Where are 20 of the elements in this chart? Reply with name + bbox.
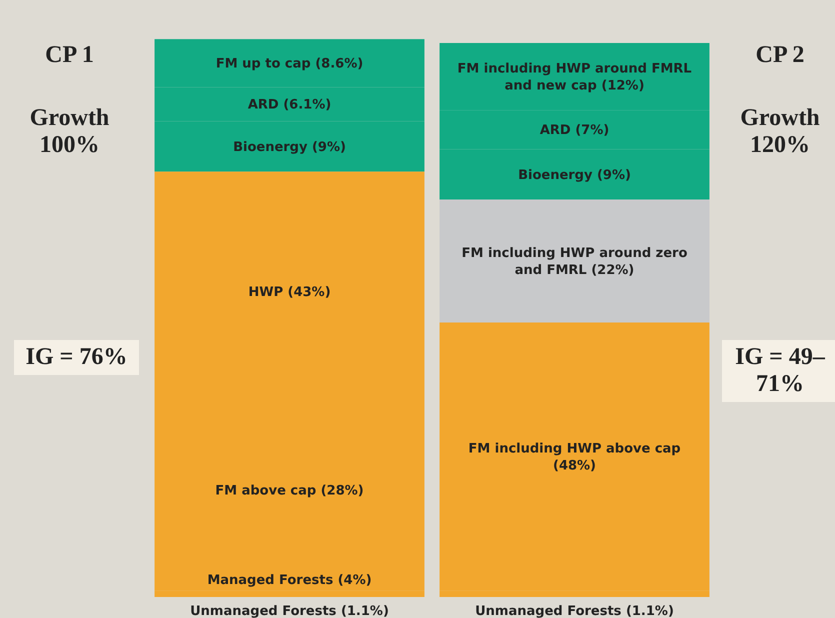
- text: CP 1: [44, 42, 95, 69]
- text: CP 2: [754, 42, 806, 69]
- text: Growth 120%: [739, 105, 821, 159]
- data-label: FM including HWP around zero and FMRL (22%): [462, 246, 688, 278]
- data-label: ARD (7%): [540, 123, 610, 138]
- text: Growth 100%: [28, 105, 110, 159]
- text: IG = 49–71%: [722, 340, 835, 402]
- data-label: FM above cap (28%): [215, 484, 364, 499]
- text: IG = 76%: [14, 340, 139, 375]
- bar: [440, 200, 710, 323]
- data-label: Bioenergy (9%): [518, 168, 631, 183]
- data-label: HWP (43%): [248, 285, 331, 300]
- data-label: ARD (6.1%): [248, 98, 332, 113]
- data-label: FM up to cap (8.6%): [216, 56, 364, 72]
- data-label: FM including HWP above cap (48%): [468, 442, 681, 474]
- data-label: Unmanaged Forests (1.1%): [190, 604, 389, 618]
- data-label: Bioenergy (9%): [233, 140, 346, 155]
- data-label: Unmanaged Forests (1.1%): [475, 604, 674, 618]
- data-label: FM including HWP around FMRL and new cap (12%): [457, 61, 692, 94]
- data-label: Managed Forests (4%): [207, 573, 372, 588]
